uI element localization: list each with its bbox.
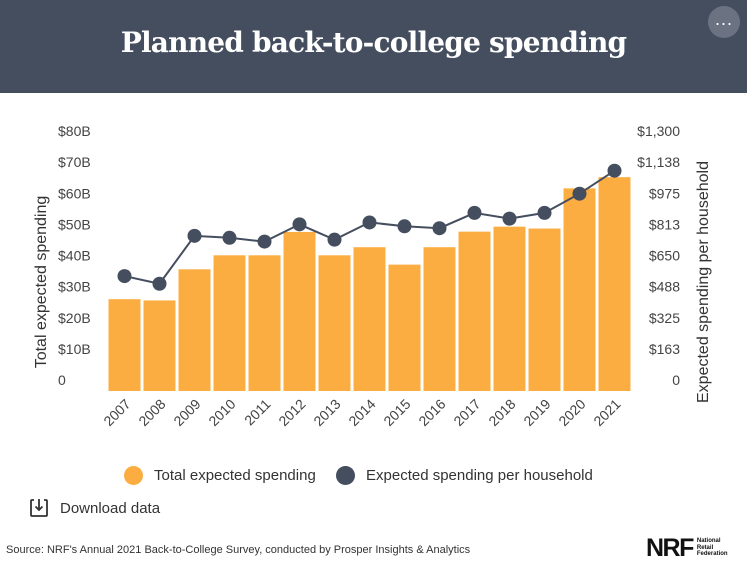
legend-swatch-bar [124, 465, 143, 485]
right-tick-label: $813 [649, 216, 680, 232]
point-2021[interactable] [607, 163, 622, 178]
right-tick-label: $1,300 [637, 123, 680, 139]
right-axis-label: Expected spending per household [695, 161, 712, 403]
point-2014[interactable] [362, 215, 377, 230]
point-2015[interactable] [397, 219, 412, 234]
right-tick-label: $488 [649, 279, 680, 295]
point-2013[interactable] [327, 232, 342, 247]
x-tick-label: 2020 [555, 396, 588, 429]
x-tick-label: 2019 [520, 396, 553, 429]
x-tick-label: 2021 [590, 396, 623, 429]
left-tick-label: $70B [58, 154, 91, 170]
bar-2017[interactable] [458, 231, 491, 391]
bar-2020[interactable] [563, 188, 596, 391]
left-tick-label: $60B [58, 185, 91, 201]
x-tick-label: 2010 [205, 396, 238, 429]
legend-swatch-line [336, 465, 355, 485]
right-tick-label: $650 [649, 248, 680, 264]
logo-mark: NRF [646, 533, 694, 562]
bar-2019[interactable] [528, 228, 561, 391]
x-tick-label: 2009 [170, 396, 203, 429]
point-2020[interactable] [572, 186, 587, 201]
bar-2021[interactable] [598, 177, 631, 391]
right-tick-label: $975 [649, 185, 680, 201]
x-tick-label: 2012 [275, 396, 308, 429]
point-2008[interactable] [152, 276, 167, 291]
legend-label: Expected spending per household [366, 466, 593, 484]
bar-2010[interactable] [213, 255, 246, 391]
logo-line: Retail [696, 544, 714, 551]
bar-2018[interactable] [493, 226, 526, 391]
bar-2015[interactable] [388, 264, 421, 391]
legend: Total expected spending Expected spendin… [0, 464, 747, 486]
bar-2011[interactable] [248, 255, 281, 391]
right-tick-label: $163 [649, 341, 680, 357]
point-2007[interactable] [117, 269, 132, 284]
x-tick-label: 2014 [345, 396, 378, 429]
bar-2008[interactable] [143, 300, 176, 391]
point-2010[interactable] [222, 230, 237, 245]
source-note: Source: NRF's Annual 2021 Back-to-Colleg… [6, 544, 471, 556]
more-horizontal-icon: ... [714, 9, 733, 29]
combo-chart: 0 $10B $20B $30B $40B $50B $60B $70B $80B 0 $163 $… [33, 123, 712, 429]
left-tick-label: $10B [58, 341, 91, 357]
download-icon [30, 499, 48, 517]
left-tick-label: $30B [58, 279, 91, 295]
point-2011[interactable] [257, 234, 272, 249]
page-title: Planned back-to-college spending [120, 26, 627, 59]
x-tick-label: 2007 [100, 396, 133, 429]
header-bar: Planned back-to-college spending ... [0, 0, 747, 93]
download-data-button[interactable]: Download data [30, 497, 160, 519]
point-2017[interactable] [467, 205, 482, 220]
bar-2014[interactable] [353, 247, 386, 391]
left-tick-label: $50B [58, 216, 91, 232]
bar-2009[interactable] [178, 269, 211, 391]
x-tick-label: 2011 [241, 396, 274, 429]
right-tick-label: 0 [672, 372, 680, 388]
point-2012[interactable] [292, 217, 307, 232]
x-tick-label: 2016 [415, 396, 448, 429]
logo-text: National Retail Federation [697, 538, 728, 558]
point-2009[interactable] [187, 228, 202, 243]
point-2018[interactable] [502, 211, 517, 226]
left-tick-label: $40B [58, 248, 91, 264]
legend-item-household[interactable]: Expected spending per household [336, 464, 593, 486]
bar-2013[interactable] [318, 255, 351, 391]
bar-2007[interactable] [108, 299, 141, 391]
x-tick-label: 2013 [310, 396, 343, 429]
legend-item-total[interactable]: Total expected spending [124, 464, 316, 486]
logo-line: Federation [696, 551, 728, 558]
nrf-logo: NRF National Retail Federation [646, 534, 728, 562]
bar-2012[interactable] [283, 231, 316, 391]
x-tick-label: 2018 [485, 396, 518, 429]
left-tick-label: 0 [58, 372, 66, 388]
x-tick-label: 2015 [380, 396, 413, 429]
x-tick-label: 2017 [450, 396, 483, 429]
left-tick-label: $20B [58, 310, 91, 326]
right-tick-label: $325 [649, 310, 680, 326]
more-options-button[interactable]: ... [708, 6, 740, 38]
download-data-label: Download data [60, 499, 161, 517]
left-tick-label: $80B [58, 123, 91, 139]
logo-line: National [696, 538, 721, 545]
legend-label: Total expected spending [154, 466, 316, 484]
point-2016[interactable] [432, 221, 447, 236]
x-tick-label: 2008 [135, 396, 168, 429]
point-2019[interactable] [537, 205, 552, 220]
left-axis-label: Total expected spending [33, 196, 50, 369]
right-tick-label: $1,138 [637, 154, 680, 170]
bar-2016[interactable] [423, 247, 456, 391]
